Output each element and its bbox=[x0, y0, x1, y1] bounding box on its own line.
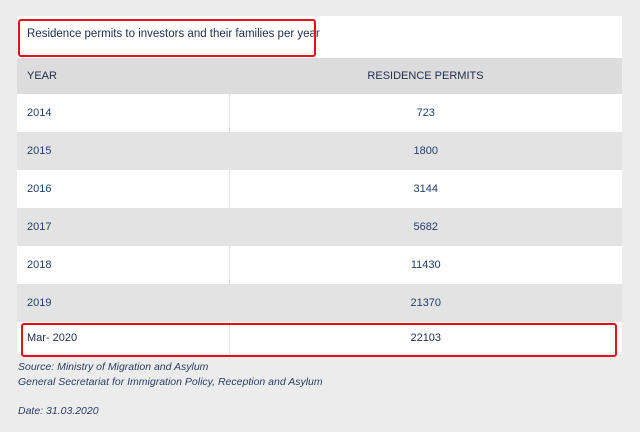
permits-cell: 3144 bbox=[229, 170, 622, 208]
permits-cell: 21370 bbox=[229, 284, 622, 322]
table-row: 2014 723 bbox=[17, 94, 622, 132]
permits-table: YEAR RESIDENCE PERMITS 2014 723 2015 180… bbox=[17, 58, 622, 354]
title-highlight-box bbox=[18, 19, 316, 57]
table-row: 2017 5682 bbox=[17, 208, 622, 246]
table-row: 2015 1800 bbox=[17, 132, 622, 170]
permits-cell: 723 bbox=[229, 94, 622, 132]
permits-card: Residence permits to investors and their… bbox=[17, 16, 622, 354]
year-cell: 2018 bbox=[17, 246, 230, 284]
year-cell: 2015 bbox=[17, 132, 230, 170]
title-row: Residence permits to investors and their… bbox=[17, 16, 622, 58]
permits-cell: 22103 bbox=[229, 322, 622, 354]
permits-cell: 5682 bbox=[229, 208, 622, 246]
table-row: 2016 3144 bbox=[17, 170, 622, 208]
year-cell: 2014 bbox=[17, 94, 230, 132]
column-header-permits: RESIDENCE PERMITS bbox=[229, 58, 622, 94]
footer-notes: Source: Ministry of Migration and Asylum… bbox=[18, 360, 323, 419]
year-cell: 2016 bbox=[17, 170, 230, 208]
table-row: 2018 11430 bbox=[17, 246, 622, 284]
year-cell: 2017 bbox=[17, 208, 230, 246]
permits-cell: 1800 bbox=[229, 132, 622, 170]
table-header-row: YEAR RESIDENCE PERMITS bbox=[17, 58, 622, 94]
table-title: Residence permits to investors and their… bbox=[27, 28, 320, 40]
table-row: 2019 21370 bbox=[17, 284, 622, 322]
source-note: Source: Ministry of Migration and Asylum bbox=[18, 361, 209, 373]
column-header-year: YEAR bbox=[17, 58, 229, 94]
table-row-highlighted: Mar- 2020 22103 bbox=[17, 322, 622, 354]
permits-cell: 11430 bbox=[229, 246, 622, 284]
year-cell: Mar- 2020 bbox=[17, 322, 230, 354]
year-cell: 2019 bbox=[17, 284, 230, 322]
secretariat-note: General Secretariat for Immigration Poli… bbox=[18, 376, 323, 388]
date-note: Date: 31.03.2020 bbox=[18, 405, 99, 417]
